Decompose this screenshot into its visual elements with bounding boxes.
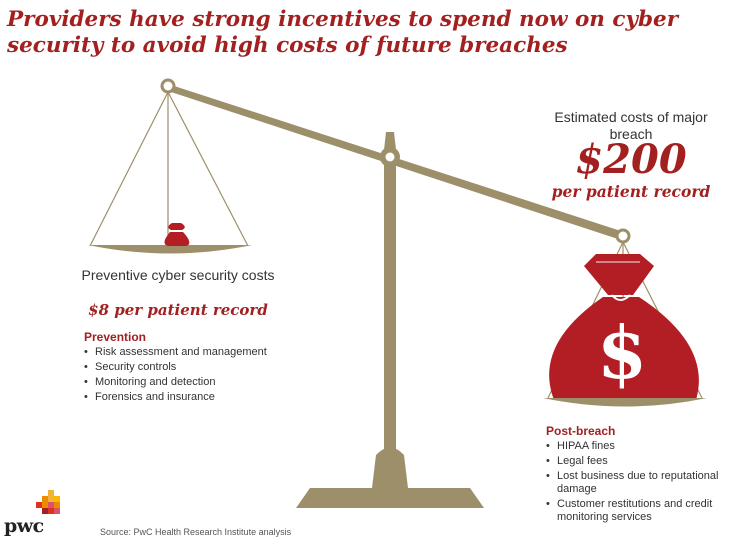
post-breach-list-title: Post-breach	[546, 424, 616, 438]
breach-costs-unit: per patient record	[551, 182, 711, 201]
list-item: HIPAA fines	[546, 440, 726, 453]
prevention-list: Prevention Risk assessment and managemen…	[84, 330, 284, 406]
page-title: Providers have strong incentives to spen…	[7, 7, 679, 58]
right-pan	[543, 398, 707, 407]
list-item: Legal fees	[546, 455, 726, 468]
left-pan	[88, 245, 252, 254]
list-item: Security controls	[84, 361, 284, 374]
preventive-costs-value: $8 per patient record	[88, 301, 268, 319]
pwc-logo-text: pwc	[4, 515, 44, 537]
beam-left-end	[160, 78, 176, 94]
prevention-list-title: Prevention	[84, 330, 147, 344]
list-item: Forensics and insurance	[84, 391, 284, 404]
large-money-bag-icon	[549, 254, 699, 400]
bag-dollar-sign: $	[597, 310, 647, 395]
small-money-bag-icon	[164, 223, 190, 246]
list-item: Monitoring and detection	[84, 376, 284, 389]
breach-costs-value: $200	[575, 136, 687, 183]
list-item: Customer restitutions and credit monitor…	[546, 498, 726, 524]
pwc-logo-mark	[36, 490, 60, 514]
beam-right-end	[615, 228, 631, 244]
scale-pole	[384, 150, 396, 450]
post-breach-list: Post-breach HIPAA fines Legal fees Lost …	[546, 424, 726, 526]
scale-base	[296, 488, 484, 508]
scale-base-neck	[372, 447, 408, 488]
preventive-costs-label: Preventive cyber security costs	[81, 267, 275, 283]
list-item: Lost business due to reputational damage	[546, 470, 726, 496]
scale-top-knob	[384, 132, 396, 150]
source-note: Source: PwC Health Research Institute an…	[100, 527, 292, 537]
list-item: Risk assessment and management	[84, 346, 284, 359]
breach-costs-label: Estimated costs of major breach	[554, 109, 708, 142]
